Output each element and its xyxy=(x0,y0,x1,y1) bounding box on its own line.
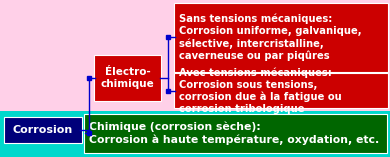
FancyBboxPatch shape xyxy=(94,55,161,101)
FancyBboxPatch shape xyxy=(174,73,388,108)
Text: Sans tensions mécaniques:
Corrosion uniforme, galvanique,
sélective, intercrista: Sans tensions mécaniques: Corrosion unif… xyxy=(179,13,361,61)
FancyBboxPatch shape xyxy=(4,117,82,143)
FancyBboxPatch shape xyxy=(0,111,390,157)
Text: Chimique (corrosion sèche):
Corrosion à haute température, oxydation, etc.: Chimique (corrosion sèche): Corrosion à … xyxy=(89,122,379,145)
Text: Avec tensions mécaniques:
Corrosion sous tensions,
corrosion due à la fatigue ou: Avec tensions mécaniques: Corrosion sous… xyxy=(179,67,341,114)
FancyBboxPatch shape xyxy=(0,0,390,111)
FancyBboxPatch shape xyxy=(174,3,388,72)
Text: Corrosion: Corrosion xyxy=(12,125,73,135)
FancyBboxPatch shape xyxy=(84,114,387,153)
Text: Électro-
chimique: Électro- chimique xyxy=(101,67,154,89)
